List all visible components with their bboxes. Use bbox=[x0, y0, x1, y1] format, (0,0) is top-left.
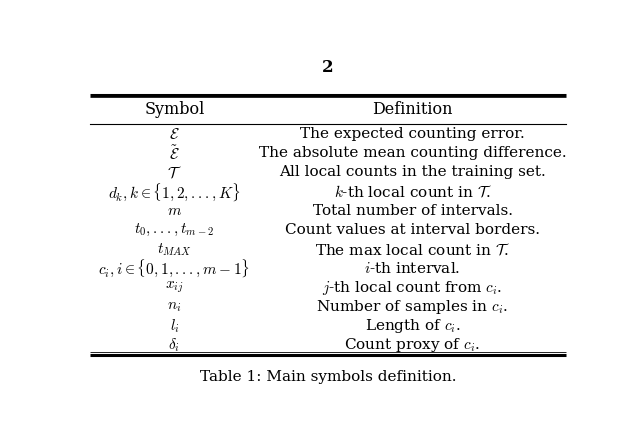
Text: $i$-th interval.: $i$-th interval. bbox=[364, 261, 461, 276]
Text: $c_i, i \in \{0, 1, ..., m-1\}$: $c_i, i \in \{0, 1, ..., m-1\}$ bbox=[99, 258, 250, 279]
Text: 2: 2 bbox=[322, 59, 334, 76]
Text: The expected counting error.: The expected counting error. bbox=[300, 127, 525, 141]
Text: Symbol: Symbol bbox=[144, 101, 205, 118]
Text: $\tilde{\mathcal{E}}$: $\tilde{\mathcal{E}}$ bbox=[169, 144, 180, 162]
Text: Table 1: Main symbols definition.: Table 1: Main symbols definition. bbox=[200, 370, 456, 384]
Text: Definition: Definition bbox=[372, 101, 452, 118]
Text: $m$: $m$ bbox=[167, 204, 182, 218]
Text: $d_k, k \in \{1, 2, ..., K\}$: $d_k, k \in \{1, 2, ..., K\}$ bbox=[108, 181, 241, 202]
Text: $j$-th local count from $c_i$.: $j$-th local count from $c_i$. bbox=[323, 279, 502, 297]
Text: $\delta_i$: $\delta_i$ bbox=[168, 336, 180, 354]
Text: Count values at interval borders.: Count values at interval borders. bbox=[285, 223, 540, 237]
Text: All local counts in the training set.: All local counts in the training set. bbox=[279, 166, 546, 179]
Text: $\mathcal{T}$: $\mathcal{T}$ bbox=[167, 165, 182, 181]
Text: $k$-th local count in $\mathcal{T}$.: $k$-th local count in $\mathcal{T}$. bbox=[333, 184, 492, 200]
Text: $n_i$: $n_i$ bbox=[167, 300, 182, 314]
Text: Number of samples in $c_i$.: Number of samples in $c_i$. bbox=[316, 298, 509, 316]
Text: $x_{ij}$: $x_{ij}$ bbox=[165, 280, 184, 295]
Text: $l_i$: $l_i$ bbox=[170, 317, 179, 335]
Text: $\mathcal{E}$: $\mathcal{E}$ bbox=[169, 126, 180, 142]
Text: The max local count in $\mathcal{T}$.: The max local count in $\mathcal{T}$. bbox=[315, 241, 510, 257]
Text: Total number of intervals.: Total number of intervals. bbox=[312, 204, 513, 218]
Text: $t_{MAX}$: $t_{MAX}$ bbox=[157, 241, 192, 258]
Text: Count proxy of $c_i$.: Count proxy of $c_i$. bbox=[344, 336, 481, 354]
Text: The absolute mean counting difference.: The absolute mean counting difference. bbox=[259, 146, 566, 160]
Text: $t_0, ..., t_{m-2}$: $t_0, ..., t_{m-2}$ bbox=[134, 222, 214, 238]
Text: Length of $c_i$.: Length of $c_i$. bbox=[365, 317, 460, 335]
